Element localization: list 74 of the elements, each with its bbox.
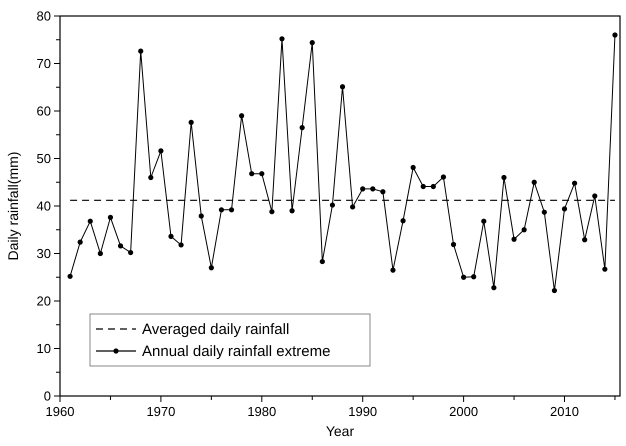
point	[612, 32, 618, 38]
point	[522, 227, 527, 232]
y-tick-label: 0	[44, 388, 51, 404]
point	[118, 243, 124, 248]
y-tick-label: 10	[36, 341, 51, 356]
point	[360, 186, 366, 192]
y-tick-label: 50	[36, 151, 51, 166]
x-tick-label: 1970	[146, 404, 176, 419]
point	[350, 204, 356, 210]
point	[228, 207, 234, 212]
point	[239, 113, 244, 118]
point	[67, 274, 73, 279]
point	[168, 234, 174, 239]
y-tick-label: 40	[36, 198, 51, 214]
y-tick-label: 60	[36, 104, 51, 118]
point	[410, 164, 416, 170]
point	[572, 180, 578, 186]
point	[88, 218, 93, 224]
legend-label: Annual daily rainfall extreme	[142, 343, 330, 360]
y-tick-label: 30	[36, 246, 51, 261]
point	[400, 218, 406, 224]
point	[218, 207, 224, 212]
point	[249, 171, 254, 176]
y-tick-label: 20	[36, 294, 51, 308]
point	[471, 274, 476, 280]
point	[440, 174, 446, 180]
point	[300, 125, 305, 130]
point	[592, 193, 598, 199]
point	[208, 265, 214, 270]
point	[289, 208, 295, 214]
x-axis-title: Year	[326, 423, 354, 439]
point	[178, 242, 184, 248]
point	[430, 184, 436, 190]
point	[158, 148, 164, 154]
y-tick-label: 70	[36, 56, 51, 71]
point	[552, 288, 558, 294]
point	[461, 274, 466, 280]
point	[138, 48, 144, 54]
point	[279, 36, 285, 42]
point	[491, 285, 496, 290]
point	[330, 202, 336, 208]
x-tick-label: 1990	[348, 404, 378, 419]
x-tick-label: 2000	[449, 404, 478, 419]
point	[98, 250, 103, 256]
point	[340, 84, 346, 90]
point	[148, 174, 154, 180]
point	[481, 218, 486, 224]
point	[78, 240, 83, 245]
point	[501, 174, 507, 180]
point	[390, 268, 396, 273]
point	[562, 206, 568, 212]
point	[511, 236, 517, 242]
x-tick-label: 1980	[247, 404, 276, 419]
point	[420, 184, 426, 190]
point	[320, 258, 325, 264]
x-tick-label: 2010	[550, 404, 579, 419]
point	[542, 210, 547, 215]
point	[198, 213, 204, 219]
y-axis-title: Daily rainfall(mm)	[5, 152, 21, 260]
point	[269, 209, 274, 214]
legend-label: Averaged daily rainfall	[142, 321, 290, 338]
point	[188, 120, 194, 125]
y-tick-label: 80	[36, 8, 51, 24]
point	[370, 186, 376, 192]
point	[380, 189, 386, 194]
x-tick-label: 1960	[46, 404, 74, 419]
point	[310, 40, 315, 46]
point	[532, 180, 537, 185]
point	[108, 214, 114, 220]
point	[602, 266, 608, 272]
point	[259, 171, 264, 176]
point	[128, 250, 134, 256]
point	[582, 237, 588, 242]
point	[450, 242, 456, 248]
